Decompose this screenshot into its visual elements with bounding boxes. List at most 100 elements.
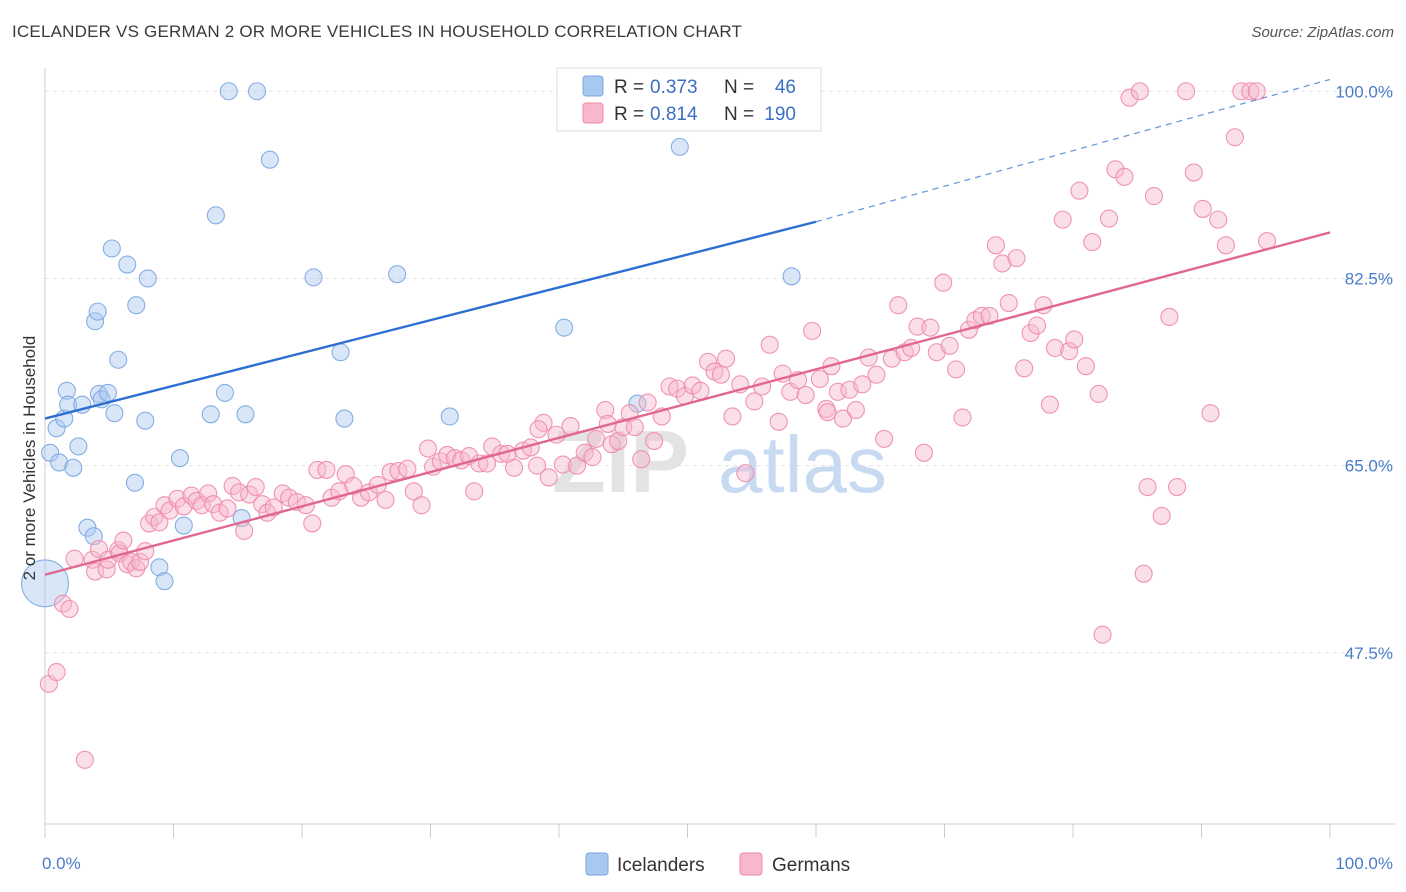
legend-box: R = 0.373 N = 46 R = 0.814 N = 190 — [556, 67, 822, 132]
point-icelanders — [219, 82, 238, 101]
point-germans — [1134, 564, 1153, 583]
legend-r-value-icelanders: 0.373 — [650, 77, 698, 98]
point-germans — [691, 381, 710, 400]
point-germans — [921, 318, 940, 337]
point-germans — [223, 476, 242, 496]
point-icelanders — [57, 381, 76, 400]
point-icelanders — [215, 383, 234, 402]
legend-r-label-1: R = — [614, 77, 644, 98]
point-germans — [769, 412, 788, 431]
trend-lines — [44, 78, 1331, 576]
point-germans — [609, 431, 628, 451]
point-icelanders — [88, 302, 107, 321]
point-germans — [1089, 384, 1108, 404]
point-germans — [810, 369, 829, 389]
point-icelanders — [206, 206, 225, 225]
point-germans — [528, 456, 547, 475]
legend-swatch-icelanders — [582, 75, 604, 97]
legend-swatch-germans — [582, 102, 604, 124]
point-germans — [303, 514, 322, 533]
point-germans — [711, 365, 730, 384]
point-germans — [638, 393, 657, 412]
point-germans — [168, 489, 187, 508]
point-icelanders — [50, 453, 69, 472]
point-germans — [240, 485, 259, 504]
tick-labels: 47.5% 65.0% 82.5% 100.0% 0.0% 100.0% — [42, 82, 1393, 873]
point-germans — [1045, 338, 1065, 358]
point-germans — [1007, 249, 1026, 268]
bottom-legend-swatch-germans — [739, 852, 763, 876]
point-icelanders — [127, 296, 146, 315]
point-germans — [1177, 82, 1196, 101]
point-germans — [465, 482, 484, 501]
y-tick-label: 65.0% — [1345, 457, 1393, 476]
point-icelanders — [69, 437, 88, 456]
bottom-legend-swatch-icelanders — [585, 852, 609, 876]
x-tick-label: 100.0% — [1335, 854, 1393, 873]
point-germans — [1093, 625, 1112, 644]
point-germans — [993, 254, 1012, 273]
point-germans — [625, 418, 644, 437]
point-germans — [940, 336, 959, 355]
point-germans — [668, 379, 687, 398]
point-germans — [60, 599, 79, 619]
point-germans — [587, 429, 606, 448]
point-germans — [75, 750, 94, 769]
point-germans — [404, 482, 423, 501]
point-germans — [97, 560, 116, 579]
trend-line-icelanders — [44, 220, 817, 420]
legend-r-label-2: R = — [614, 104, 644, 125]
point-germans — [1168, 477, 1187, 497]
chart-title: ICELANDER VS GERMAN 2 OR MORE VEHICLES I… — [12, 22, 743, 41]
point-germans — [632, 450, 651, 469]
point-germans — [317, 460, 336, 479]
point-germans — [1209, 210, 1228, 229]
point-icelanders — [174, 516, 193, 535]
bottom-legend-label-germans: Germans — [772, 855, 850, 876]
y-axis-label: 2 or more Vehicles in Household — [20, 336, 39, 581]
point-germans — [818, 403, 837, 422]
point-germans — [504, 458, 524, 477]
point-germans — [1099, 209, 1119, 228]
point-germans — [86, 562, 105, 581]
point-germans — [114, 531, 133, 550]
point-germans — [1021, 323, 1040, 343]
point-germans — [1184, 163, 1203, 182]
point-icelanders — [105, 404, 124, 423]
point-germans — [1115, 167, 1134, 186]
legend-r-value-germans: 0.814 — [650, 104, 698, 125]
point-icelanders — [155, 572, 174, 591]
point-germans — [1201, 404, 1220, 423]
point-icelanders — [440, 407, 459, 426]
point-germans — [846, 400, 865, 420]
point-icelanders — [150, 558, 169, 577]
point-icelanders — [98, 383, 118, 402]
point-germans — [553, 455, 572, 474]
point-germans — [1152, 506, 1171, 525]
y-tick-label: 100.0% — [1335, 82, 1393, 101]
point-germans — [1053, 210, 1072, 229]
point-germans — [539, 468, 558, 487]
point-germans — [803, 321, 822, 340]
point-icelanders — [102, 239, 121, 258]
point-icelanders — [670, 137, 689, 156]
point-germans — [235, 521, 254, 540]
point-germans — [150, 513, 169, 532]
point-icelanders — [64, 458, 83, 477]
point-germans — [1027, 316, 1047, 335]
point-icelanders — [236, 405, 255, 424]
point-icelanders — [260, 150, 279, 169]
point-germans — [953, 408, 972, 427]
point-germans — [1160, 307, 1179, 327]
point-germans — [745, 392, 764, 411]
point-germans — [875, 429, 894, 448]
point-germans — [1241, 82, 1260, 101]
point-germans — [986, 236, 1005, 255]
point-germans — [699, 352, 718, 371]
source-label: Source: ZipAtlas.com — [1251, 24, 1394, 41]
point-germans — [1144, 187, 1164, 206]
point-germans — [583, 448, 602, 467]
point-germans — [853, 375, 872, 394]
point-germans — [1076, 357, 1095, 376]
